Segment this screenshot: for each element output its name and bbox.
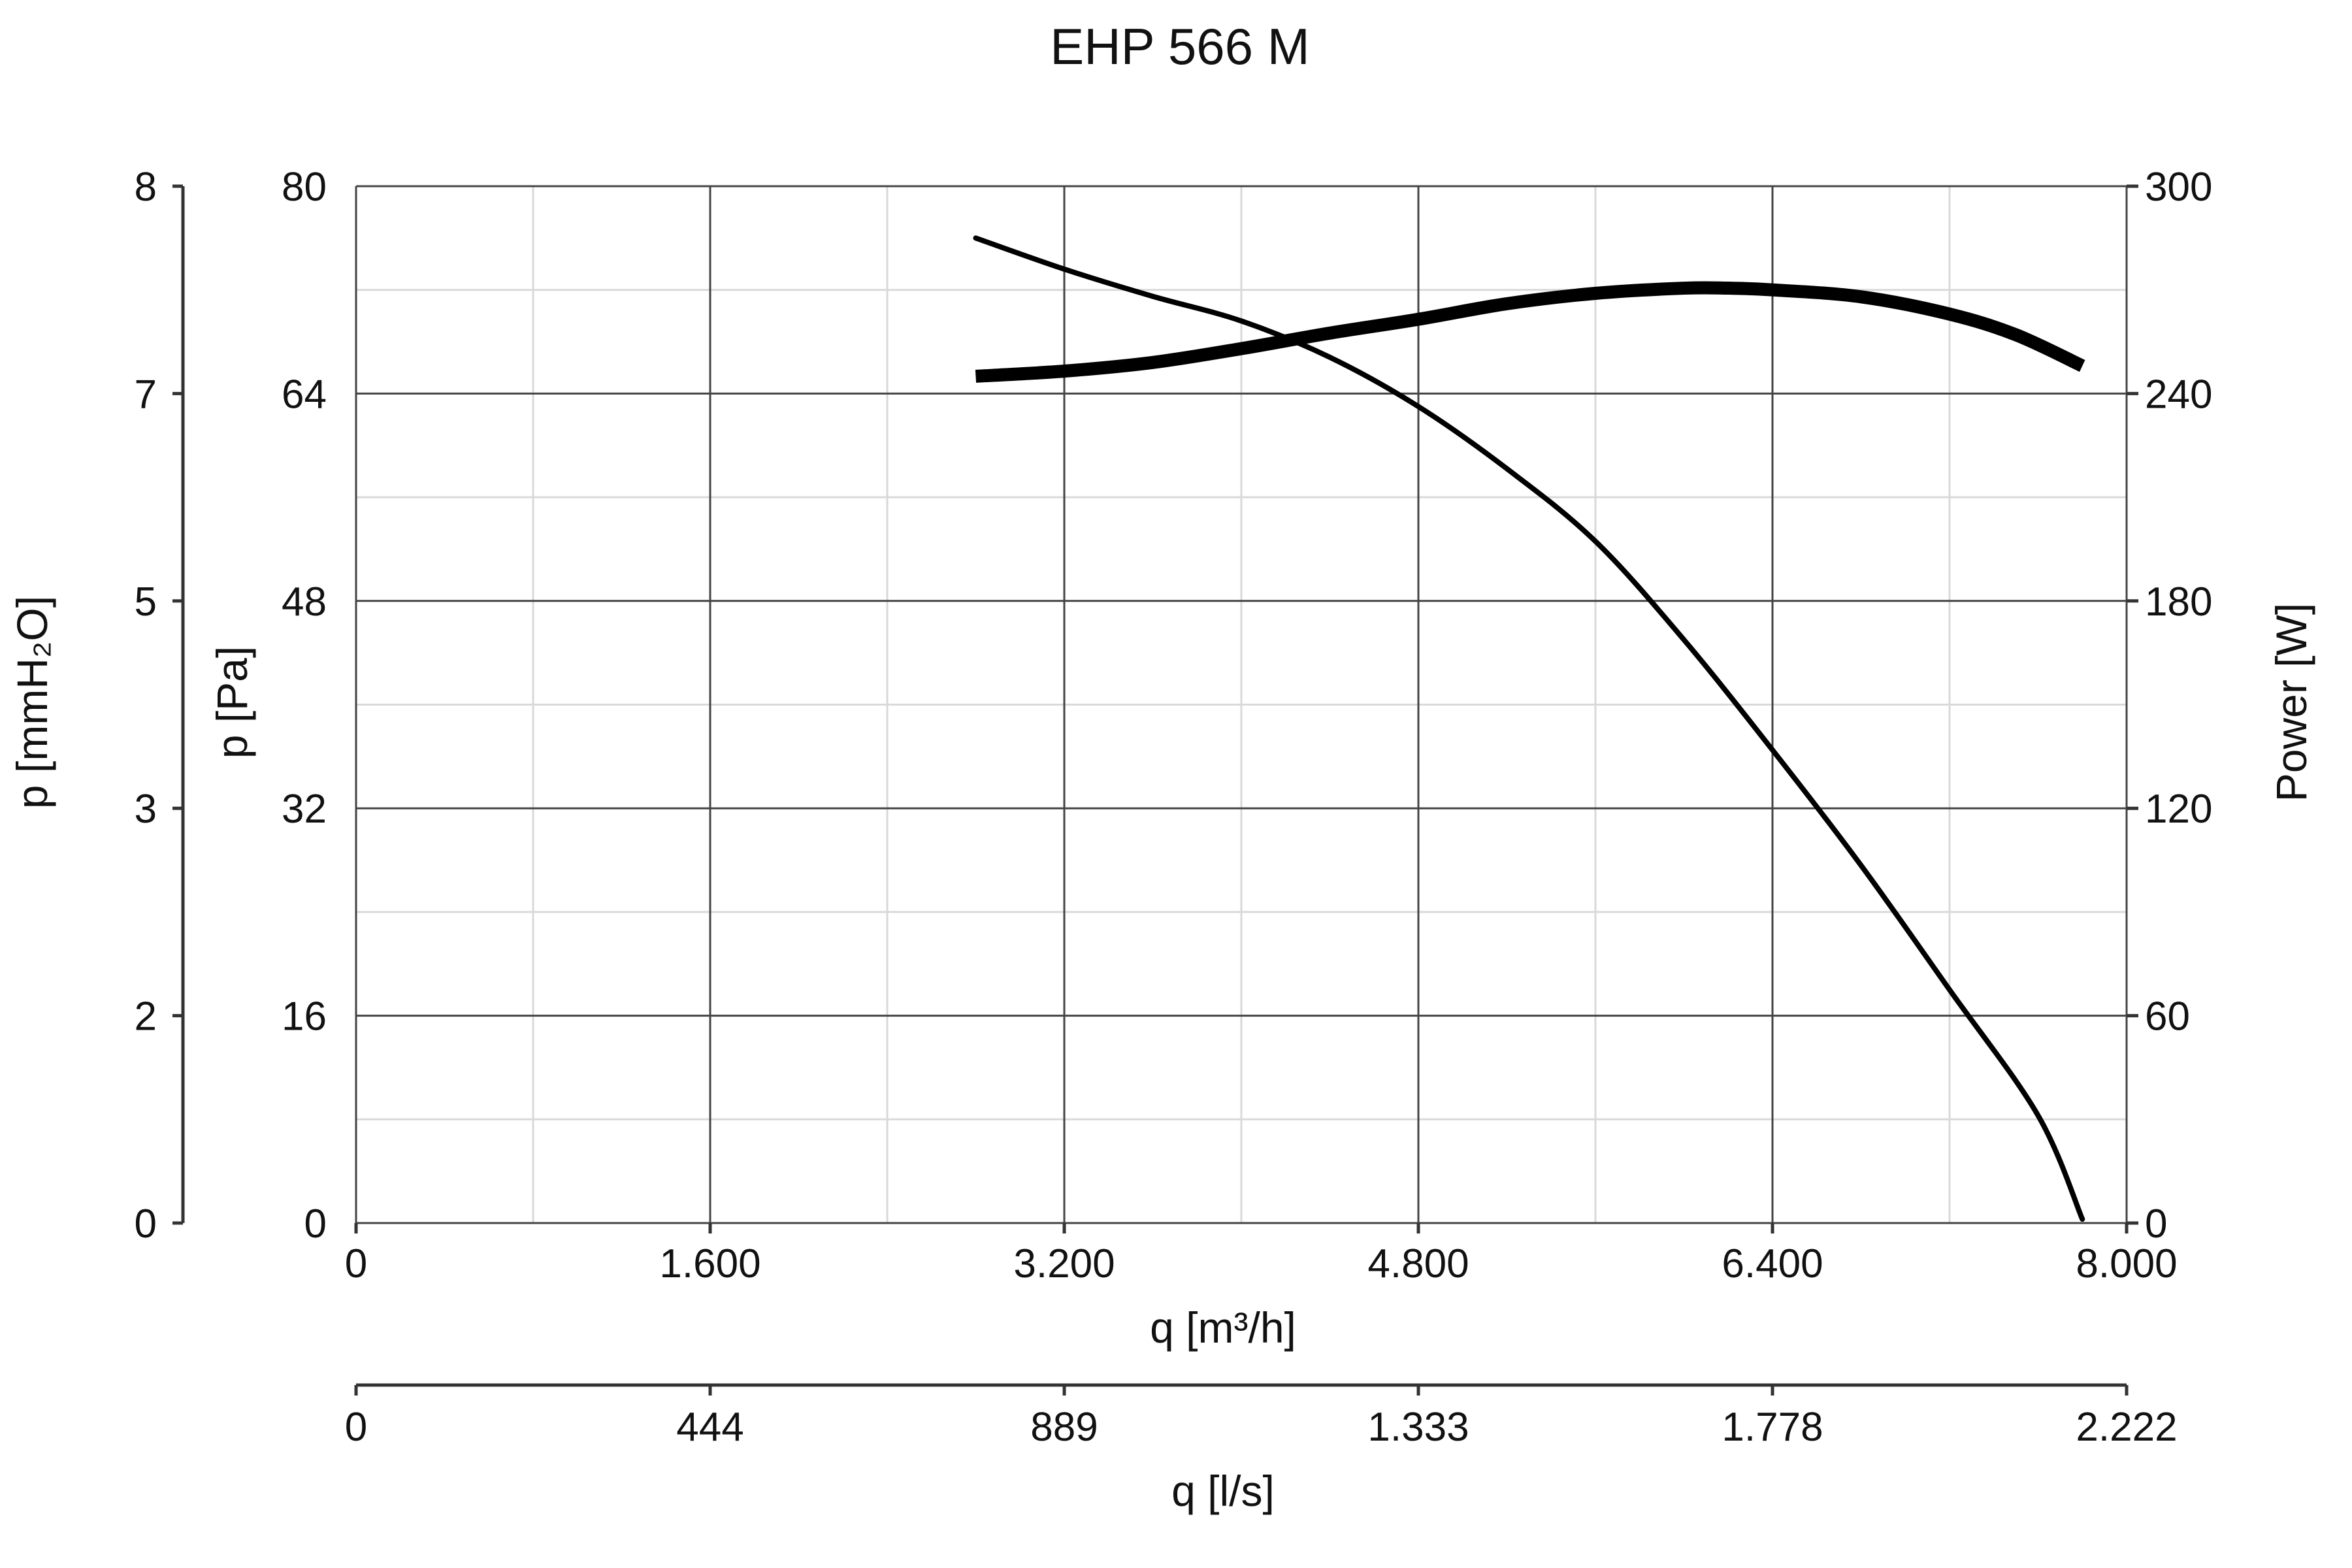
- y-axis-label: p [Pa]: [208, 646, 256, 759]
- y2-tick-label: 0: [135, 1201, 157, 1247]
- y-tick-label: 64: [282, 372, 327, 417]
- y2-axis-label: p [mmH₂O]: [8, 596, 56, 809]
- power-curve: [975, 281, 2085, 383]
- pressure-curve: [973, 235, 2085, 1222]
- y-tick-label: 16: [282, 994, 327, 1039]
- y-tick-label: 48: [282, 580, 327, 625]
- x-tick-label: 6.400: [1722, 1241, 1823, 1286]
- y2-tick-label: 8: [135, 165, 157, 210]
- y-tick-label: 80: [282, 165, 327, 210]
- y-tick-label: 32: [282, 787, 327, 832]
- chart-title: EHP 566 M: [1050, 18, 1309, 75]
- x-tick-label: 4.800: [1367, 1241, 1469, 1286]
- y2-tick-label: 2: [135, 994, 157, 1039]
- y-tick-label: 0: [304, 1201, 327, 1247]
- x2-axis-label: q [l/s]: [1171, 1467, 1275, 1515]
- y3-tick-label: 240: [2145, 372, 2212, 417]
- x2-tick-label: 1.333: [1367, 1405, 1469, 1450]
- x2-tick-label: 0: [345, 1405, 367, 1450]
- y3-tick-label: 120: [2145, 787, 2212, 832]
- x2-tick-label: 1.778: [1722, 1405, 1823, 1450]
- curves: [973, 235, 2085, 1222]
- x-axis-label: q [m³/h]: [1150, 1303, 1296, 1352]
- x2-tick-label: 2.222: [2076, 1405, 2177, 1450]
- y3-axis-label: Power [W]: [2267, 603, 2315, 802]
- x-tick-label: 8.000: [2076, 1241, 2177, 1286]
- major-gridlines: [355, 185, 2128, 1224]
- x-tick-label: 0: [345, 1241, 367, 1286]
- x-tick-label: 1.600: [659, 1241, 760, 1286]
- y2-tick-label: 7: [135, 372, 157, 417]
- y3-tick-label: 300: [2145, 165, 2212, 210]
- x2-tick-label: 444: [676, 1405, 743, 1450]
- axes: [172, 184, 2138, 1396]
- y2-tick-label: 5: [135, 580, 157, 625]
- y2-tick-label: 3: [135, 787, 157, 832]
- x2-tick-label: 889: [1030, 1405, 1098, 1450]
- minor-gridlines: [356, 186, 2127, 1223]
- y3-tick-label: 0: [2145, 1201, 2167, 1247]
- y3-tick-label: 180: [2145, 580, 2212, 625]
- x-tick-label: 3.200: [1013, 1241, 1115, 1286]
- y3-tick-label: 60: [2145, 994, 2190, 1039]
